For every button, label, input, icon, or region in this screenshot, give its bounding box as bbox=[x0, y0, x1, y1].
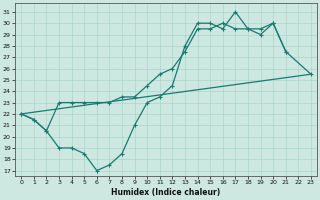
X-axis label: Humidex (Indice chaleur): Humidex (Indice chaleur) bbox=[111, 188, 221, 197]
